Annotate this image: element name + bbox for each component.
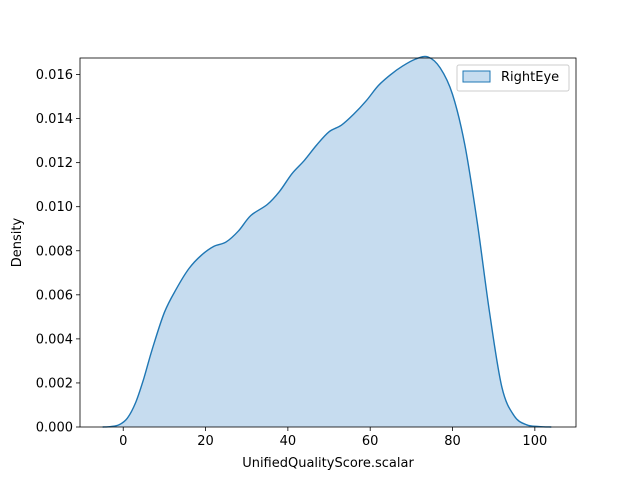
x-tick-label: 40 (280, 434, 297, 449)
legend-label-righteye: RightEye (501, 70, 559, 85)
density-line-righteye (102, 55, 552, 428)
x-tick-label: 80 (444, 434, 461, 449)
x-axis-label: UnifiedQualityScore.scalar (242, 456, 414, 471)
y-tick-label: 0.008 (36, 244, 73, 259)
x-tick-label: 20 (197, 434, 214, 449)
y-tick-label: 0.012 (36, 156, 73, 171)
plot-area (102, 55, 552, 428)
x-tick-label: 0 (119, 434, 127, 449)
axes-frame (79, 57, 577, 428)
x-tick-label: 100 (522, 434, 547, 449)
legend: RightEye (456, 64, 570, 92)
y-tick-label: 0.004 (36, 332, 73, 347)
y-axis-label: Density (10, 217, 25, 267)
y-tick-label: 0.000 (36, 421, 73, 436)
y-tick-label: 0.016 (36, 68, 73, 83)
y-tick-label: 0.006 (36, 288, 73, 303)
legend-swatch-righteye (462, 70, 491, 83)
y-tick-label: 0.010 (36, 200, 73, 215)
y-tick-label: 0.002 (36, 376, 73, 391)
axes: 0 20 40 60 80 100 0.000 0.002 0.004 0.006 0.008 0.0… (36, 57, 577, 449)
x-tick-label: 60 (362, 434, 379, 449)
y-tick-label: 0.014 (36, 112, 73, 127)
density-area-righteye (102, 56, 552, 427)
